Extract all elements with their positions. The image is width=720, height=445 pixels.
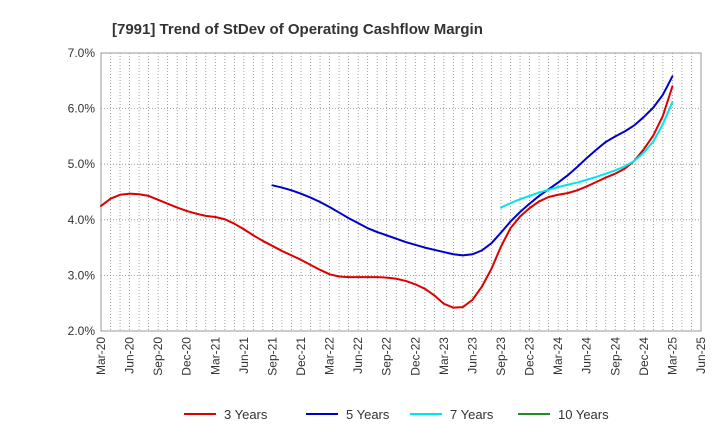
y-tick-label: 4.0% [68, 213, 96, 227]
legend-label: 5 Years [346, 407, 390, 422]
x-tick-label: Jun-25 [694, 337, 708, 374]
x-tick-label: Mar-24 [551, 337, 565, 375]
y-tick-label: 2.0% [68, 324, 96, 338]
x-tick-label: Sep-24 [608, 337, 622, 376]
legend-label: 3 Years [224, 407, 268, 422]
y-axis: 2.0% 3.0% 4.0% 5.0% 6.0% 7.0% [68, 46, 96, 338]
x-tick-label: Sep-20 [151, 337, 165, 376]
x-tick-label: Sep-21 [265, 337, 279, 376]
legend: 3 Years 5 Years 7 Years 10 Years [184, 407, 609, 422]
grid [100, 52, 702, 332]
y-tick-label: 6.0% [68, 102, 96, 116]
series-lines [100, 75, 674, 309]
legend-label: 7 Years [450, 407, 494, 422]
y-tick-label: 5.0% [68, 157, 96, 171]
x-tick-label: Sep-22 [380, 337, 394, 376]
x-tick-label: Dec-20 [180, 337, 194, 376]
x-tick-label: Dec-23 [523, 337, 537, 376]
x-tick-label: Jun-24 [580, 337, 594, 374]
legend-label: 10 Years [558, 407, 609, 422]
x-axis: Mar-20 Jun-20 Sep-20 Dec-20 Mar-21 Jun-21 Sep-… [94, 337, 708, 376]
x-tick-label: Jun-21 [237, 337, 251, 374]
x-tick-label: Mar-25 [665, 337, 679, 375]
x-tick-label: Mar-23 [437, 337, 451, 375]
y-tick-label: 3.0% [68, 268, 96, 282]
plot-area-border [100, 52, 702, 332]
x-tick-label: Jun-20 [123, 337, 137, 374]
x-tick-label: Dec-22 [408, 337, 422, 376]
x-tick-label: Sep-23 [494, 337, 508, 376]
chart-title: [7991] Trend of StDev of Operating Cashf… [112, 21, 483, 38]
series-line-3 [500, 100, 674, 209]
y-tick-label: 7.0% [68, 46, 96, 60]
series-line-2 [271, 75, 674, 257]
x-tick-label: Dec-24 [637, 337, 651, 376]
x-tick-label: Dec-21 [294, 337, 308, 376]
x-tick-label: Jun-23 [465, 337, 479, 374]
x-tick-label: Mar-22 [323, 337, 337, 375]
series-line-1 [100, 85, 674, 309]
x-tick-label: Jun-22 [351, 337, 365, 374]
x-tick-label: Mar-21 [208, 337, 222, 375]
x-tick-label: Mar-20 [94, 337, 108, 375]
